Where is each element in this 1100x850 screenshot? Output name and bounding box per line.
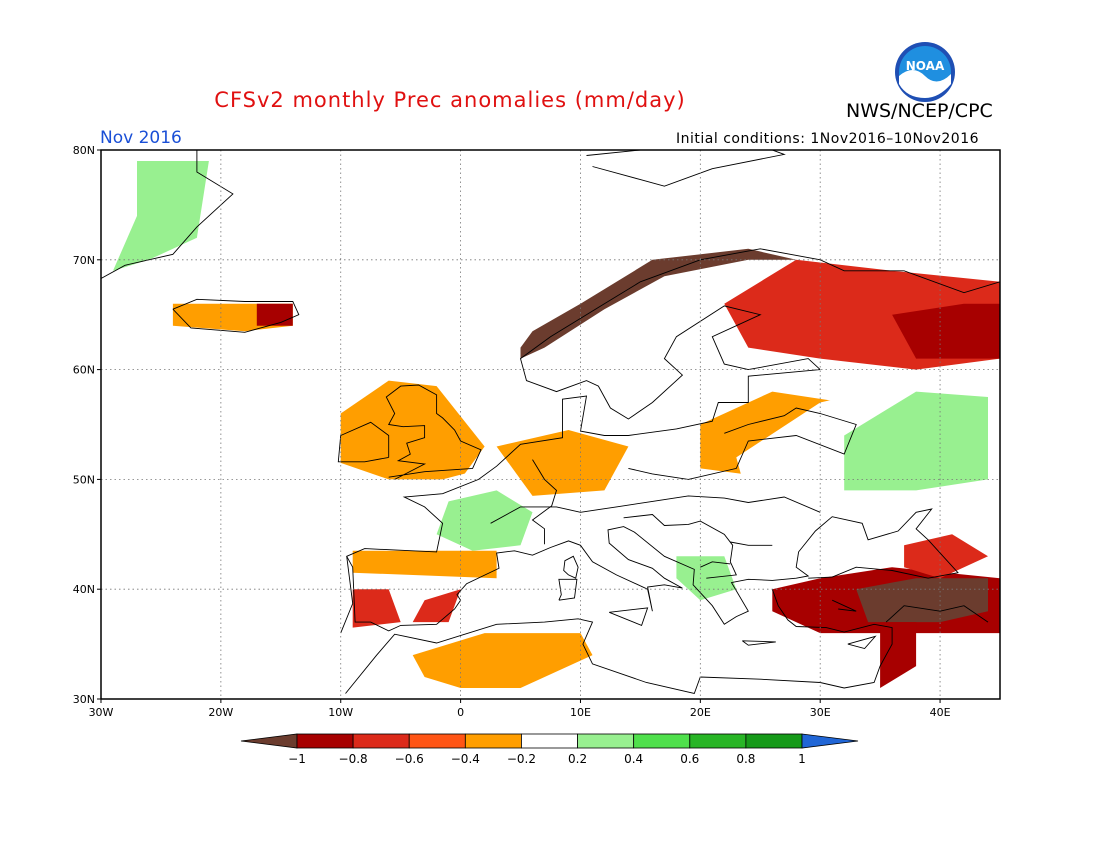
lat-tick-label: 70N — [73, 254, 95, 267]
anomaly-region-11 — [532, 506, 653, 535]
colorbar-box — [633, 733, 691, 749]
anomaly-region-12 — [520, 270, 737, 414]
coastlines — [101, 150, 1000, 695]
lon-tick-label: 20E — [690, 706, 711, 719]
coastline-5 — [337, 421, 390, 463]
lon-tick-label: 30E — [810, 706, 831, 719]
anomaly-region-18 — [412, 633, 593, 688]
colorbar-tick-label: 1 — [798, 752, 806, 766]
anomaly-region-8 — [352, 589, 401, 628]
coastline-17 — [628, 407, 857, 480]
coastline-14 — [832, 599, 857, 612]
colorbar-tick-label: 0.2 — [568, 752, 587, 766]
colorbar-tick-label: 0.8 — [736, 752, 755, 766]
coastline-7 — [101, 150, 234, 279]
coastline-6 — [172, 298, 300, 333]
colorbar-box — [296, 733, 354, 749]
colorbar-box — [689, 733, 747, 749]
coastline-12 — [847, 635, 877, 650]
colorbar-tick-label: −0.4 — [451, 752, 480, 766]
colorbar: −1 −0.8 −0.6 −0.4 −0.2 0.2 0.4 0.6 0.8 1 — [240, 733, 859, 766]
coastline-10 — [609, 607, 649, 626]
anomaly-region-7 — [352, 550, 497, 579]
coastline-21 — [700, 561, 731, 568]
coastline-0 — [340, 369, 821, 634]
graticule — [101, 150, 1000, 699]
coastline-18 — [531, 459, 558, 545]
initial-conditions: Initial conditions: 1Nov2016–10Nov2016 — [676, 131, 980, 147]
coastline-19 — [623, 514, 737, 579]
lat-tick-label: 30N — [73, 693, 95, 706]
anomaly-region-3 — [256, 303, 293, 326]
colorbar-low-arrow — [240, 733, 298, 749]
anomaly-region-9 — [412, 589, 461, 623]
colorbar-tick-label: −0.6 — [395, 752, 424, 766]
noaa-logo-icon: NOAA — [895, 42, 955, 102]
lat-tick-label: 40N — [73, 583, 95, 596]
colorbar-box — [408, 733, 466, 749]
colorbar-tick-label: 0.6 — [680, 752, 699, 766]
coastline-20 — [730, 541, 773, 546]
lon-tick-label: 10W — [328, 706, 353, 719]
coastline-11 — [742, 640, 776, 646]
lon-tick-label: 10E — [570, 706, 591, 719]
coastline-3 — [345, 589, 893, 695]
lon-tick-label: 40E — [930, 706, 951, 719]
lat-tick-label: 50N — [73, 473, 95, 486]
coastline-16 — [490, 495, 821, 524]
coastline-9 — [558, 578, 578, 601]
lon-tick-label: 30W — [89, 706, 114, 719]
anomaly-region-21 — [892, 303, 1000, 359]
colorbar-box — [521, 733, 578, 749]
map-title: CFSv2 monthly Prec anomalies (mm/day) — [214, 88, 686, 112]
colorbar-tick-label: −1 — [288, 752, 306, 766]
lon-tick-label: 20W — [208, 706, 233, 719]
lat-tick-label: 60N — [73, 364, 95, 377]
coastline-8 — [563, 555, 579, 579]
colorbar-box — [352, 733, 410, 749]
coastline-4 — [385, 384, 482, 480]
anomaly-region-19 — [520, 248, 797, 359]
anomaly-region-25 — [904, 534, 988, 579]
colorbar-tick-label: 0.4 — [624, 752, 643, 766]
lon-tick-label: 0 — [457, 706, 464, 719]
anomaly-regions — [101, 150, 1000, 688]
forecast-period: Nov 2016 — [100, 128, 182, 148]
colorbar-box — [577, 733, 635, 749]
colorbar-high-arrow — [801, 733, 859, 749]
map-frame — [100, 149, 1001, 700]
lat-tick-label: 80N — [73, 144, 95, 157]
colorbar-box — [464, 733, 522, 749]
coastline-2 — [346, 508, 959, 632]
anomaly-region-1 — [113, 161, 209, 271]
anomaly-region-15 — [844, 391, 988, 491]
colorbar-tick-label: −0.2 — [507, 752, 536, 766]
organization-label: NWS/NCEP/CPC — [846, 100, 993, 122]
colorbar-tick-label: −0.8 — [339, 752, 368, 766]
anomaly-region-4 — [340, 380, 485, 480]
coastline-1 — [519, 248, 1000, 420]
anomaly-region-24 — [880, 622, 917, 688]
axis-ticks: 30W 20W 10W 0 10E 20E 30E 40E 30N 40N 50N 60N 70N 80N — [73, 144, 951, 719]
colorbar-box — [745, 733, 803, 749]
coastline-15 — [885, 605, 989, 623]
noaa-logo-text: NOAA — [906, 59, 945, 73]
coastline-13 — [586, 150, 786, 187]
